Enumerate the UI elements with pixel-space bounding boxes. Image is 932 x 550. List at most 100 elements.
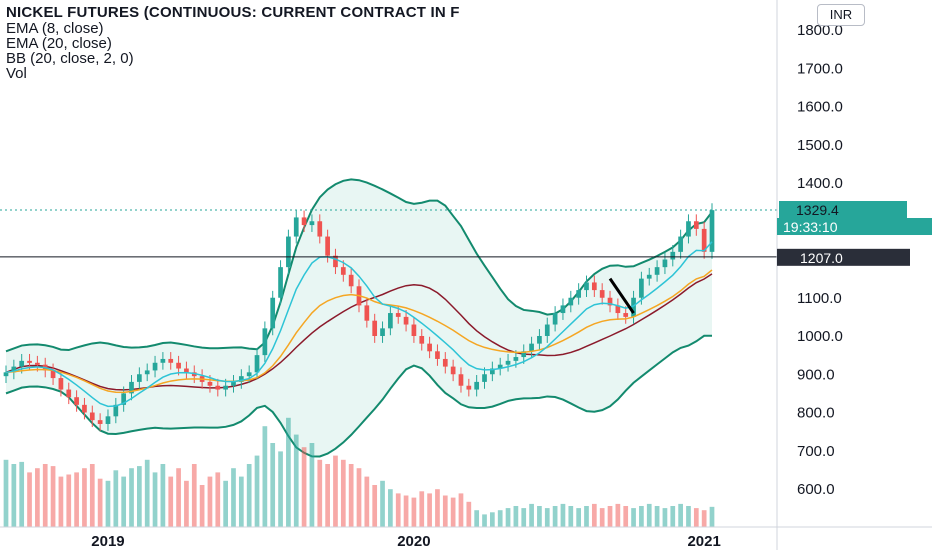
y-tick-label: 1500.0 (797, 137, 843, 154)
volume-bar (223, 480, 228, 527)
volume-bar (231, 468, 236, 527)
candle (435, 344, 440, 366)
volume-bar (646, 503, 652, 527)
candle-body (701, 228, 707, 252)
volume-bar (544, 508, 550, 527)
volume-bar (74, 472, 79, 527)
volume-bar (693, 508, 699, 527)
candle (607, 290, 613, 313)
ema8-line (5, 241, 713, 408)
candle-body (19, 360, 25, 367)
candle-body (419, 336, 425, 344)
legend-vol[interactable]: Vol (6, 65, 27, 82)
candle (238, 369, 244, 389)
y-tick-label: 1400.0 (797, 175, 843, 192)
volume-bar (3, 459, 9, 527)
candle-body (466, 385, 472, 390)
candle-body (670, 251, 676, 260)
candle-body (144, 370, 150, 375)
candle-body (568, 297, 574, 306)
bb-lower-line (5, 334, 713, 458)
volume-bar (82, 468, 87, 527)
legend-bb[interactable]: BB (20, close, 2, 0) (6, 50, 134, 67)
volume-bar (474, 510, 480, 527)
volume-bar (246, 464, 252, 527)
candle (380, 321, 385, 343)
volume-bar (50, 466, 56, 527)
candle (497, 357, 503, 376)
candle-body (646, 274, 652, 279)
candle (686, 214, 691, 244)
candle-body (591, 282, 597, 291)
volume-bar (207, 476, 213, 527)
volume-bar (356, 468, 362, 527)
candle (301, 210, 307, 232)
volume-bar (490, 512, 495, 527)
candle-body (576, 290, 581, 298)
candle-body (403, 316, 409, 325)
y-tick-label: 700.0 (797, 443, 835, 460)
candle (701, 222, 707, 259)
y-tick-label: 1000.0 (797, 328, 843, 345)
candle (529, 336, 534, 359)
volume-bar (309, 443, 315, 527)
candle-body (442, 358, 448, 367)
horizontal-level-tag-text: 1207.0 (800, 250, 843, 266)
candle (262, 321, 268, 363)
volume-bar (568, 506, 574, 527)
candle (442, 352, 448, 374)
candle-body (654, 267, 660, 275)
candle (317, 214, 323, 244)
candle-body (678, 236, 683, 252)
candle-body (223, 385, 228, 390)
volume-bar (505, 508, 511, 527)
candle (537, 329, 542, 351)
candle (709, 203, 715, 259)
volume-bar (286, 417, 291, 527)
volume-bar (560, 503, 566, 527)
candle (599, 283, 605, 305)
y-tick-label: 1100.0 (797, 290, 842, 307)
candle-body (254, 355, 260, 373)
candle (74, 390, 79, 412)
volume-bar (662, 508, 668, 527)
candle-body (584, 282, 589, 291)
candle (568, 290, 574, 313)
volume-bar (529, 503, 534, 527)
candle (576, 283, 581, 305)
volume-bar (513, 506, 519, 527)
candle-body (693, 221, 699, 229)
countdown-tag-text: 19:33:10 (783, 219, 838, 235)
candle-body (521, 351, 527, 358)
candle-body (544, 324, 550, 336)
legend-ema20[interactable]: EMA (20, close) (6, 35, 112, 52)
volume-bar (670, 506, 676, 527)
currency-button[interactable]: INR (817, 4, 865, 26)
volume-bar (537, 506, 542, 527)
chart-overlays (0, 209, 777, 314)
candle (137, 367, 142, 389)
volume-bar (599, 508, 605, 527)
candle (113, 397, 119, 424)
volume-bar (701, 510, 707, 527)
candle-body (231, 381, 236, 386)
candle-body (599, 290, 605, 298)
y-tick-label: 1700.0 (797, 60, 843, 77)
candle (270, 290, 276, 336)
volume-bar (152, 472, 158, 527)
candle (458, 367, 464, 393)
volume-bar (19, 461, 25, 527)
volume-bar (11, 464, 17, 527)
volume-bar (129, 468, 134, 527)
volume-bar (576, 508, 581, 527)
volume-bar (364, 476, 370, 527)
legend-ema8[interactable]: EMA (8, close) (6, 20, 104, 37)
candle-body (74, 397, 79, 405)
candle (231, 375, 236, 393)
y-tick-label: 1800.0 (797, 22, 843, 39)
ema-lines (5, 241, 713, 408)
volume-bar (709, 506, 715, 527)
candle-body (395, 313, 401, 317)
volume-bar (419, 491, 425, 527)
